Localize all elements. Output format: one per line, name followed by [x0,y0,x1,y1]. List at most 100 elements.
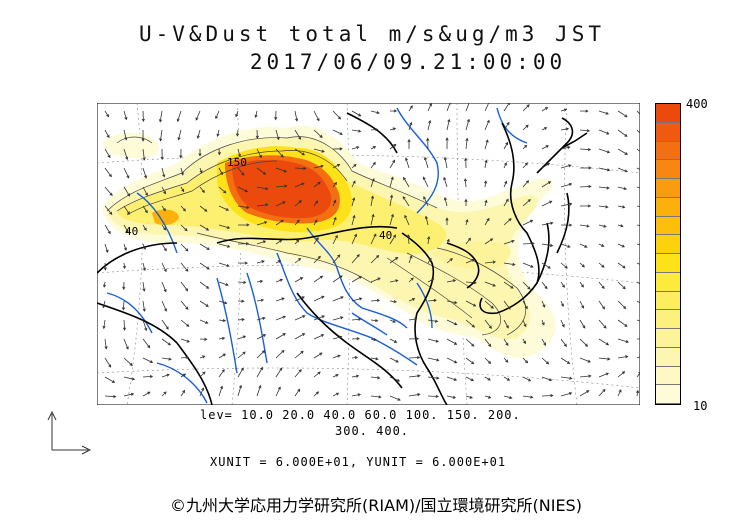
wind-arrow [408,105,413,112]
wind-arrow [560,108,568,112]
wind-arrow [560,202,573,207]
wind-arrow [389,300,398,304]
wind-arrow [446,357,458,364]
wind-arrow [351,276,363,283]
wind-arrow [218,336,226,341]
wind-arrow [199,167,203,174]
wind-arrow [332,275,343,283]
wind-arrow [313,352,323,359]
wind-arrow [121,300,126,311]
wind-arrow [275,315,286,321]
wind-arrow [255,129,259,139]
wind-arrow [579,338,589,347]
wind-arrow [503,281,514,289]
wind-arrow [176,110,182,123]
wind-arrow [370,277,381,283]
wind-arrow [636,356,640,359]
wind-arrow [275,278,284,283]
wind-arrow [370,357,379,361]
wind-arrow [541,357,550,365]
wind-arrow [161,357,172,361]
wind-arrow [408,355,421,360]
wind-arrow [389,143,397,150]
wind-arrow [503,262,516,266]
wind-arrow [256,221,268,226]
wind-arrow [636,300,640,304]
wind-arrow [199,355,206,359]
wind-arrow [423,196,429,207]
wind-arrow [332,296,344,302]
wind-arrow [180,338,191,343]
wind-arrow [275,184,288,188]
wind-arrow [142,186,148,197]
wind-arrow [426,137,430,150]
wind-arrow [313,164,324,169]
wind-arrow [313,315,325,321]
wind-arrow [195,110,201,121]
wind-arrow [198,149,202,157]
wind-arrow [560,127,570,131]
dust-contours [106,136,526,336]
wind-arrow [275,167,288,173]
wind-arrow [199,205,208,212]
wind-arrow [617,300,627,310]
wind-arrow [617,281,626,290]
wind-arrow [427,338,440,343]
wind-arrow [294,257,302,264]
wind-arrow [503,338,509,347]
wind-arrow [294,277,304,283]
wind-arrow [636,148,640,152]
wind-arrow [351,129,362,133]
wind-arrow [522,144,528,150]
wind-arrow [370,213,375,226]
wind-arrow [408,393,421,397]
wind-arrow [294,239,300,245]
wind-arrow [332,392,340,397]
wind-arrow [446,338,458,345]
wind-arrow [123,167,130,179]
wind-arrow [617,186,628,191]
wind-arrow [541,200,553,207]
wind-arrow [199,319,209,324]
wind-arrow [237,223,250,227]
wind-arrow [275,297,285,302]
wind-arrow [560,392,573,397]
wind-arrow [522,300,528,310]
wind-arrow [161,205,166,212]
wind-arrow [294,333,306,340]
wind-arrow [446,118,451,131]
wind-arrow [161,373,170,378]
wind-arrow [102,281,107,288]
colorbar-segment [656,179,680,198]
wind-arrow [141,129,145,142]
wind-arrow [541,181,552,188]
wind-arrow [161,167,166,178]
wind-arrow [313,129,323,138]
wind-arrow [427,119,432,131]
wind-arrow [598,300,605,310]
wind-arrow [403,176,410,188]
wind-arrow [598,319,607,329]
wind-arrow [104,186,113,197]
wind-arrow [180,319,190,327]
wind-arrow [408,374,421,378]
wind-arrow [122,262,126,270]
wind-arrow [598,167,611,172]
wind-arrow [522,319,527,328]
wind-arrow [161,319,169,330]
wind-arrow [579,129,591,133]
wind-arrow [237,384,242,397]
wind-arrow [370,128,379,132]
wind-arrow [598,338,610,346]
wind-arrow [541,281,548,290]
wind-arrow [161,243,167,252]
wind-arrow [123,110,128,121]
wind-arrow [123,392,135,397]
wind-arrow [541,145,549,150]
wind-arrow [161,391,167,397]
wind-arrow [579,357,591,363]
wind-arrow [180,373,187,378]
wind-arrow [199,337,208,341]
wind-arrow [142,167,148,179]
wind-arrow [237,186,249,193]
